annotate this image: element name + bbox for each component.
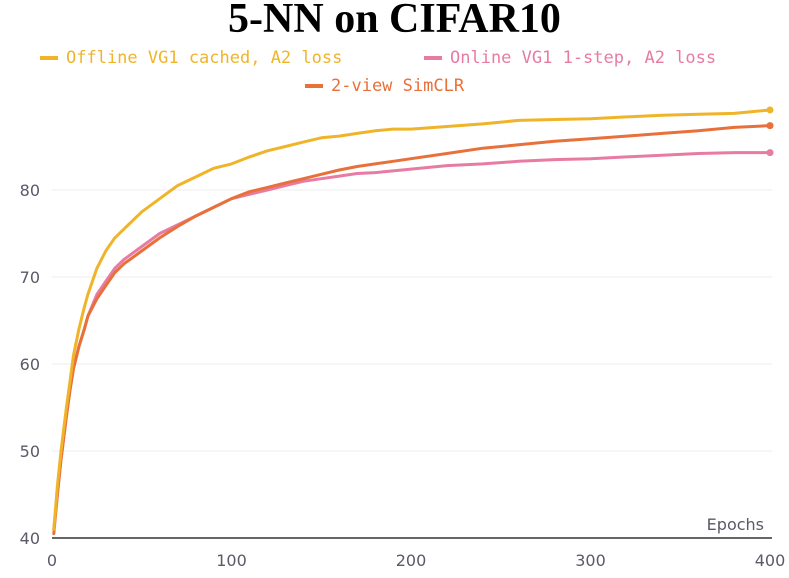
- y-tick-label: 50: [20, 442, 40, 461]
- legend: Offline VG1 cached, A2 loss Online VG1 1-…: [40, 48, 716, 96]
- y-tick-label: 70: [20, 268, 40, 287]
- legend-label: Online VG1 1-step, A2 loss: [450, 48, 716, 68]
- x-tick-label: 0: [47, 551, 57, 570]
- y-tick-label: 60: [20, 355, 40, 374]
- y-tick-label: 40: [20, 529, 40, 548]
- x-tick-labels: 0 100 200 300 400: [47, 551, 785, 570]
- x-axis-label: Epochs: [707, 515, 764, 534]
- y-tick-labels: 40 50 60 70 80: [20, 181, 40, 548]
- grid-lines: [52, 189, 772, 539]
- series-line: [52, 151, 772, 531]
- series-end-point: [766, 106, 774, 114]
- x-tick-label: 300: [575, 551, 606, 570]
- x-tick-label: 200: [396, 551, 427, 570]
- series-lines: [52, 106, 774, 536]
- series-end-point: [766, 122, 774, 130]
- series-line: [52, 124, 772, 536]
- legend-label: Offline VG1 cached, A2 loss: [66, 48, 342, 68]
- chart-title: 5-NN on CIFAR10: [228, 0, 561, 42]
- x-tick-label: 400: [755, 551, 786, 570]
- series-line: [52, 108, 772, 531]
- x-tick-label: 100: [216, 551, 247, 570]
- legend-label: 2-view SimCLR: [331, 76, 465, 96]
- y-tick-label: 80: [20, 181, 40, 200]
- series-end-point: [766, 149, 774, 157]
